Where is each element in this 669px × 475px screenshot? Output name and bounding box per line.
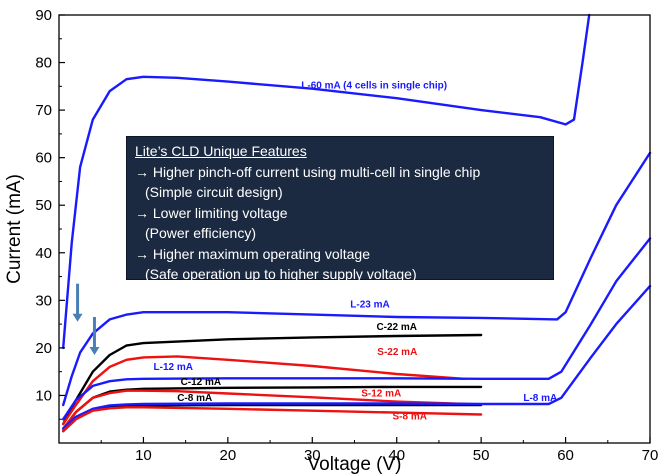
series-labels-layer: L-60 mA (4 cells in single chip) L-23 mA C… (154, 81, 558, 423)
series-line-1 (62, 151, 652, 407)
features-title: Lite’s CLD Unique Features (135, 143, 307, 159)
feature-line: (Simple circuit design) (145, 184, 283, 200)
x-tick-label: 30 (304, 447, 321, 464)
arrow-layer (72, 283, 100, 356)
ticks-layer: 10 20 30 40 50 60 70 10 20 30 40 50 60 70 80 90 (35, 7, 658, 464)
annotation-arrow-head (89, 347, 100, 356)
feature-line: (Safe operation up to higher supply volt… (145, 266, 417, 282)
feature-line: → Lower limiting voltage (135, 204, 288, 221)
series-label: S-22 mA (377, 347, 417, 358)
series-layer (62, 13, 652, 433)
x-tick-label: 70 (642, 447, 659, 464)
series-label: L-23 mA (350, 299, 389, 310)
y-tick-label: 50 (35, 197, 52, 214)
y-tick-label: 10 (35, 387, 52, 404)
x-axis-title: Voltage (V) (308, 454, 402, 475)
x-tick-label: 60 (557, 447, 574, 464)
y-axis-title: Current (mA) (4, 174, 25, 284)
series-label: C-8 mA (177, 393, 212, 404)
y-tick-label: 40 (35, 245, 52, 262)
series-line-2 (62, 333, 483, 426)
series-label: C-22 mA (376, 322, 417, 333)
series-line-8 (62, 284, 652, 430)
y-tick-label: 90 (35, 7, 52, 24)
series-line-0 (62, 13, 591, 350)
annotation-arrow-head (72, 313, 83, 322)
feature-line: (Power efficiency) (145, 225, 257, 241)
x-tick-label: 10 (135, 447, 152, 464)
series-label: C-12 mA (181, 377, 222, 388)
y-tick-label: 30 (35, 292, 52, 309)
y-tick-label: 60 (35, 150, 52, 167)
series-line-9 (62, 406, 483, 433)
series-label: S-12 mA (361, 388, 401, 399)
series-line-6 (62, 389, 483, 430)
features-callout-box: Lite’s CLD Unique Features → Higher pinc… (126, 136, 554, 282)
y-tick-label: 70 (35, 102, 52, 119)
x-tick-label: 20 (220, 447, 237, 464)
feature-line: → Higher pinch-off current using multi-c… (135, 163, 481, 180)
series-label: L-8 mA (523, 393, 557, 404)
y-tick-label: 20 (35, 340, 52, 357)
x-tick-label: 50 (473, 447, 490, 464)
series-label: L-12 mA (154, 362, 193, 373)
series-label: L-60 mA (4 cells in single chip) (301, 81, 447, 92)
x-tick-label: 40 (388, 447, 405, 464)
series-line-4 (62, 237, 652, 421)
y-tick-label: 80 (35, 55, 52, 72)
series-label: S-8 mA (392, 412, 426, 423)
feature-line: → Higher maximum operating voltage (135, 245, 370, 262)
